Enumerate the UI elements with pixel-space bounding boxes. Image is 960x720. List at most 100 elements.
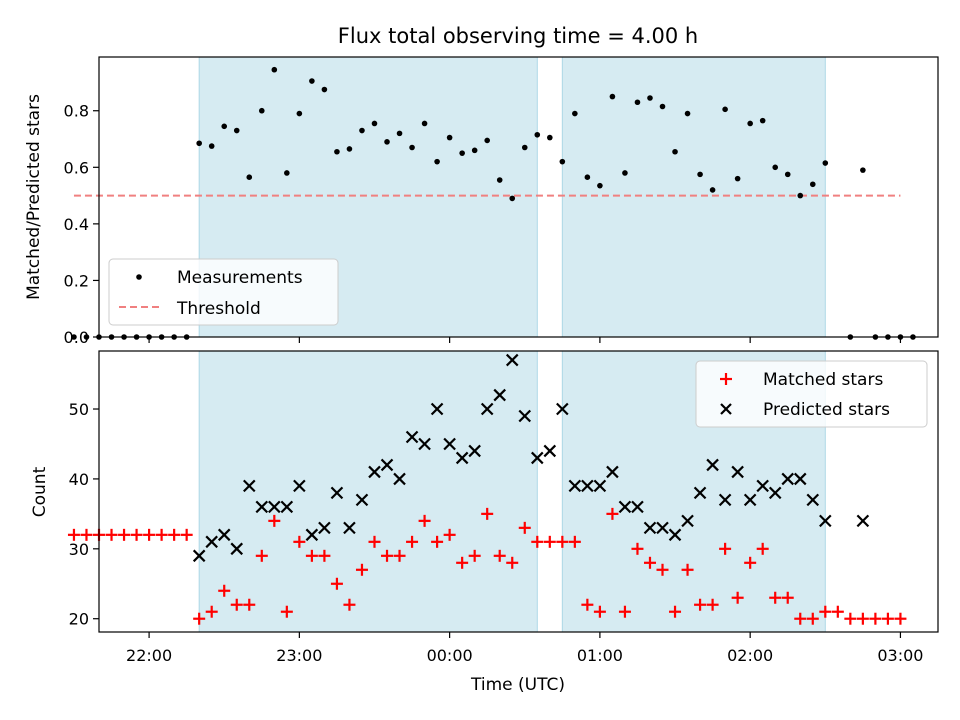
top-measurements-point-0 xyxy=(71,334,77,340)
x-tick-label-0: 22:00 xyxy=(126,646,172,665)
bottom-matched-stars-point-64 xyxy=(869,612,882,625)
bottom-y-tick-label-0: 20 xyxy=(69,610,89,629)
top-measurements-point-40 xyxy=(572,110,578,117)
top-measurements-point-55 xyxy=(759,117,766,124)
top-measurements-point-51 xyxy=(709,187,716,193)
bottom-matched-stars-point-46 xyxy=(643,556,656,569)
bottom-matched-stars-point-4 xyxy=(118,528,131,541)
bottom-predicted-stars-point-46 xyxy=(768,486,782,500)
bottom-matched-stars-point-58 xyxy=(794,612,807,625)
top-measurements-point-42 xyxy=(597,182,603,189)
top-measurements-point-37 xyxy=(534,131,541,138)
top-measurements-point-29 xyxy=(434,158,440,165)
bottom-matched-stars-point-14 xyxy=(243,598,256,611)
bottom-predicted-stars-point-38 xyxy=(668,528,682,542)
top-measurements-point-46 xyxy=(647,95,653,101)
top-measurements-point-32 xyxy=(471,147,478,154)
bottom-matched-stars-point-30 xyxy=(443,528,456,541)
x-tick-label-4: 02:00 xyxy=(727,646,773,665)
top-measurements-point-16 xyxy=(271,66,278,73)
bottom-matched-stars-point-38 xyxy=(543,535,556,548)
bottom-predicted-stars-point-30 xyxy=(568,479,582,493)
top-measurements-point-62 xyxy=(860,167,866,173)
bottom-predicted-stars-point-37 xyxy=(656,521,669,535)
top-observing-window-2 xyxy=(561,56,826,338)
top-axes-frame xyxy=(98,56,939,338)
bottom-predicted-stars-point-50 xyxy=(819,514,832,528)
bottom-matched-stars-point-65 xyxy=(881,612,894,625)
bottom-predicted-stars-point-33 xyxy=(606,465,619,479)
top-measurements-point-44 xyxy=(622,170,628,176)
top-measurements-point-12 xyxy=(221,123,228,130)
top-measurements-point-54 xyxy=(747,120,753,127)
bottom-matched-stars-point-17 xyxy=(280,605,293,618)
bottom-predicted-stars-point-31 xyxy=(581,479,594,493)
bottom-y-axis-label: Count xyxy=(30,466,50,517)
bottom-axes-frame xyxy=(98,350,939,633)
bottom-predicted-stars-point-43 xyxy=(731,465,744,479)
bottom-predicted-stars-point-22 xyxy=(468,444,481,458)
bottom-matched-stars-point-36 xyxy=(518,521,531,534)
bottom-matched-stars-point-52 xyxy=(719,542,732,555)
x-tick-label-1: 23:00 xyxy=(276,646,322,665)
top-measurements-point-36 xyxy=(521,144,528,151)
bottom-matched-stars-point-15 xyxy=(255,549,268,562)
legend-matched-label: Matched stars xyxy=(763,370,883,390)
bottom-matched-stars-point-59 xyxy=(806,612,819,625)
bottom-predicted-stars-point-41 xyxy=(706,458,719,472)
bottom-predicted-stars-point-48 xyxy=(793,472,807,486)
bottom-predicted-stars-point-44 xyxy=(743,493,757,507)
top-measurements-point-17 xyxy=(284,170,290,176)
bottom-matched-stars-point-42 xyxy=(593,605,606,618)
bottom-predicted-stars-point-32 xyxy=(593,479,607,493)
bottom-matched-stars-point-20 xyxy=(318,549,331,562)
bottom-matched-stars-point-41 xyxy=(581,598,594,611)
top-measurements-point-59 xyxy=(809,181,816,188)
bottom-predicted-stars-point-47 xyxy=(781,472,795,486)
bottom-matched-stars-point-62 xyxy=(844,612,857,625)
bottom-y-tick-label-2: 40 xyxy=(69,470,89,489)
bottom-predicted-stars-point-17 xyxy=(405,430,419,444)
top-measurements-point-43 xyxy=(609,93,616,100)
top-measurements-point-11 xyxy=(208,143,215,149)
bottom-observing-window-1 xyxy=(198,350,538,633)
bottom-matched-stars-point-39 xyxy=(556,535,569,548)
bottom-matched-stars-point-40 xyxy=(568,535,581,548)
top-measurements-point-58 xyxy=(797,192,804,199)
bottom-matched-stars-point-49 xyxy=(681,563,694,576)
bottom-matched-stars-point-54 xyxy=(744,556,757,569)
top-measurements-point-26 xyxy=(396,130,403,137)
bottom-predicted-stars-point-9 xyxy=(305,528,319,542)
x-axis-label: Time (UTC) xyxy=(470,675,565,695)
bottom-predicted-stars-point-36 xyxy=(643,521,657,535)
legend-top: Measurements Threshold xyxy=(108,258,339,326)
bottom-matched-stars-point-26 xyxy=(393,549,406,562)
top-y-tick-label-0: 0.0 xyxy=(64,328,89,347)
bottom-predicted-stars-point-39 xyxy=(681,514,694,528)
bottom-predicted-stars-point-51 xyxy=(856,514,870,528)
bottom-matched-stars-point-61 xyxy=(831,605,844,618)
bottom-matched-stars-point-31 xyxy=(456,556,469,569)
top-measurements-point-18 xyxy=(296,110,303,117)
bottom-predicted-stars-point-49 xyxy=(806,493,820,507)
bottom-predicted-stars-point-15 xyxy=(380,458,394,472)
legend-predicted-marker xyxy=(720,403,732,415)
bottom-predicted-stars-point-2 xyxy=(217,528,231,542)
bottom-matched-stars-point-63 xyxy=(856,612,869,625)
bottom-predicted-stars-point-45 xyxy=(756,479,769,493)
bottom-predicted-stars-point-5 xyxy=(255,500,269,514)
bottom-matched-stars-point-44 xyxy=(618,605,631,618)
x-tick-label-3: 01:00 xyxy=(577,646,623,665)
top-measurements-point-48 xyxy=(672,148,678,155)
top-measurements-point-50 xyxy=(697,171,703,178)
bottom-matched-stars-point-25 xyxy=(381,549,394,562)
x-tick-label-2: 00:00 xyxy=(427,646,473,665)
bottom-matched-stars-point-22 xyxy=(343,598,356,611)
bottom-matched-stars-point-10 xyxy=(193,612,206,625)
bottom-matched-stars-point-9 xyxy=(180,528,193,541)
top-y-tick-label-3: 0.6 xyxy=(64,158,89,177)
top-measurements-point-23 xyxy=(359,127,365,134)
top-measurements-point-25 xyxy=(384,139,390,145)
bottom-predicted-stars-point-1 xyxy=(205,535,218,549)
top-measurements-point-49 xyxy=(684,110,691,117)
